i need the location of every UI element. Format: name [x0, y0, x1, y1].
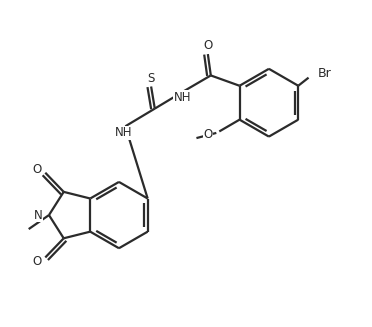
- Text: NH: NH: [174, 91, 191, 104]
- Text: O: O: [203, 128, 213, 141]
- Text: O: O: [203, 40, 212, 52]
- Text: O: O: [32, 255, 42, 267]
- Text: S: S: [147, 72, 155, 85]
- Text: O: O: [32, 163, 42, 176]
- Text: Br: Br: [318, 67, 331, 80]
- Text: NH: NH: [115, 127, 132, 139]
- Text: N: N: [33, 209, 42, 222]
